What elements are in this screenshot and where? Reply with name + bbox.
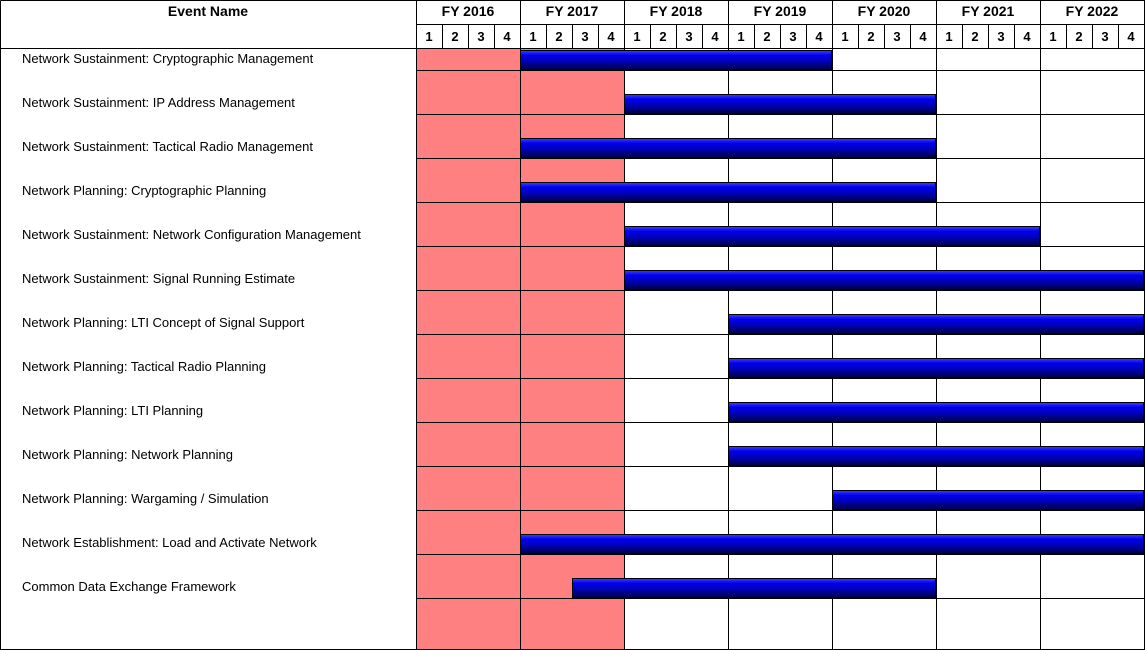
task-label: Network Planning: Wargaming / Simulation <box>22 491 269 506</box>
quarter-label: 2 <box>555 29 562 44</box>
quarter-label: 3 <box>685 29 692 44</box>
quarter-label: 1 <box>529 29 536 44</box>
quarter-label: 1 <box>425 29 432 44</box>
task-bar <box>624 270 1144 290</box>
quarter-label: 4 <box>815 29 823 44</box>
task-bar <box>572 578 936 598</box>
quarter-label: 2 <box>1075 29 1082 44</box>
task-label: Network Planning: LTI Planning <box>22 403 203 418</box>
task-bar <box>624 94 936 114</box>
quarter-label: 2 <box>763 29 770 44</box>
header-layer: Event Name FY 2016 1 2 3 4 FY 2017 1 2 3 4 FY 2018… <box>168 3 1135 44</box>
quarter-label: 3 <box>477 29 484 44</box>
quarter-label: 3 <box>893 29 900 44</box>
task-bar <box>728 314 1144 334</box>
quarter-label: 4 <box>607 29 615 44</box>
quarter-label: 4 <box>1023 29 1031 44</box>
task-label: Network Planning: Cryptographic Planning <box>22 183 266 198</box>
quarter-label: 1 <box>633 29 640 44</box>
quarter-label: 2 <box>451 29 458 44</box>
task-bar <box>520 138 936 158</box>
task-bar <box>520 182 936 202</box>
quarter-label: 3 <box>581 29 588 44</box>
task-bar <box>728 402 1144 422</box>
quarter-label: 2 <box>659 29 666 44</box>
task-bar <box>520 50 832 70</box>
task-label: Network Sustainment: Network Configurati… <box>22 227 361 242</box>
fiscal-year-label: FY 2018 <box>650 3 703 19</box>
task-label: Network Sustainment: Cryptographic Manag… <box>22 51 314 66</box>
fiscal-year-label: FY 2020 <box>858 3 911 19</box>
fiscal-year-label: FY 2017 <box>546 3 599 19</box>
quarter-label: 1 <box>841 29 848 44</box>
fiscal-year-label: FY 2019 <box>754 3 807 19</box>
quarter-label: 4 <box>1127 29 1135 44</box>
task-bar <box>832 490 1144 510</box>
task-label: Network Planning: Tactical Radio Plannin… <box>22 359 266 374</box>
task-label: Network Sustainment: IP Address Manageme… <box>22 95 295 110</box>
task-label: Network Planning: Network Planning <box>22 447 233 462</box>
fiscal-year-label: FY 2021 <box>962 3 1015 19</box>
event-name-header: Event Name <box>168 3 248 19</box>
quarter-label: 3 <box>1101 29 1108 44</box>
quarter-label: 2 <box>867 29 874 44</box>
task-label: Network Sustainment: Signal Running Esti… <box>22 271 295 286</box>
task-bar <box>520 534 1144 554</box>
quarter-label: 4 <box>503 29 511 44</box>
quarter-label: 4 <box>919 29 927 44</box>
quarter-label: 3 <box>789 29 796 44</box>
task-label: Network Planning: LTI Concept of Signal … <box>22 315 305 330</box>
task-label: Common Data Exchange Framework <box>22 579 236 594</box>
task-label: Network Establishment: Load and Activate… <box>22 535 317 550</box>
quarter-label: 1 <box>1049 29 1056 44</box>
quarter-label: 4 <box>711 29 719 44</box>
task-bar <box>624 226 1040 246</box>
quarter-label: 1 <box>737 29 744 44</box>
task-bar <box>728 446 1144 466</box>
task-bar <box>728 358 1144 378</box>
task-bars-layer <box>520 50 1144 598</box>
quarter-label: 3 <box>997 29 1004 44</box>
fiscal-year-label: FY 2022 <box>1066 3 1119 19</box>
fiscal-year-label: FY 2016 <box>442 3 495 19</box>
task-labels-layer: Network Sustainment: Cryptographic Manag… <box>22 51 361 594</box>
quarter-label: 2 <box>971 29 978 44</box>
quarter-label: 1 <box>945 29 952 44</box>
task-label: Network Sustainment: Tactical Radio Mana… <box>22 139 313 154</box>
